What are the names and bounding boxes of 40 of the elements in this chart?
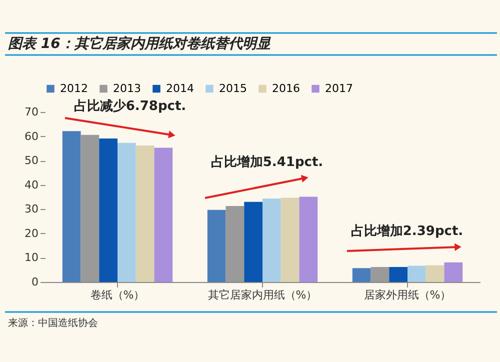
y-tick-label: 60 bbox=[24, 130, 38, 143]
legend-label: 2017 bbox=[325, 82, 353, 95]
annotation: 占比减少6.78pct. bbox=[74, 99, 186, 114]
y-tick-label: 50 bbox=[24, 154, 38, 168]
legend-label: 2016 bbox=[272, 82, 300, 95]
y-tick-label: 10 bbox=[24, 251, 38, 264]
bar bbox=[389, 266, 408, 282]
bar bbox=[370, 266, 390, 282]
chart-title: 图表 16：其它居家内用纸对卷纸替代明显 bbox=[8, 35, 272, 52]
bar bbox=[352, 268, 371, 282]
legend-label: 2012 bbox=[60, 82, 88, 95]
bar bbox=[62, 131, 81, 282]
bar bbox=[226, 206, 244, 282]
legend-label: 2014 bbox=[166, 82, 194, 95]
bar bbox=[444, 262, 463, 282]
bar bbox=[99, 138, 118, 282]
bar bbox=[299, 196, 318, 282]
bar bbox=[408, 266, 426, 282]
bar bbox=[80, 134, 100, 282]
legend-label: 2013 bbox=[113, 82, 141, 95]
bar bbox=[154, 148, 173, 282]
bar bbox=[262, 198, 281, 282]
annotation: 占比增加5.41pct. bbox=[210, 155, 324, 170]
annotation: 占比增加2.39pct. bbox=[350, 224, 464, 239]
bar bbox=[426, 265, 444, 282]
legend-label: 2015 bbox=[219, 82, 247, 95]
bar bbox=[244, 202, 262, 282]
bar bbox=[280, 198, 300, 282]
bar bbox=[118, 142, 136, 282]
x-tick-label: 其它居家内用纸（%） bbox=[208, 288, 318, 302]
y-tick-label: 0 bbox=[32, 276, 38, 288]
y-tick-label: 20 bbox=[24, 226, 38, 240]
source-note: 来源：中国造纸协会 bbox=[8, 317, 98, 329]
y-tick-label: 70 bbox=[24, 106, 38, 118]
y-tick-label: 30 bbox=[24, 202, 38, 216]
bar bbox=[136, 146, 154, 282]
y-tick-label: 40 bbox=[24, 178, 38, 192]
bar bbox=[207, 210, 226, 282]
x-tick-label: 居家外用纸（%） bbox=[364, 288, 452, 302]
x-tick-label: 卷纸（%） bbox=[90, 288, 145, 302]
